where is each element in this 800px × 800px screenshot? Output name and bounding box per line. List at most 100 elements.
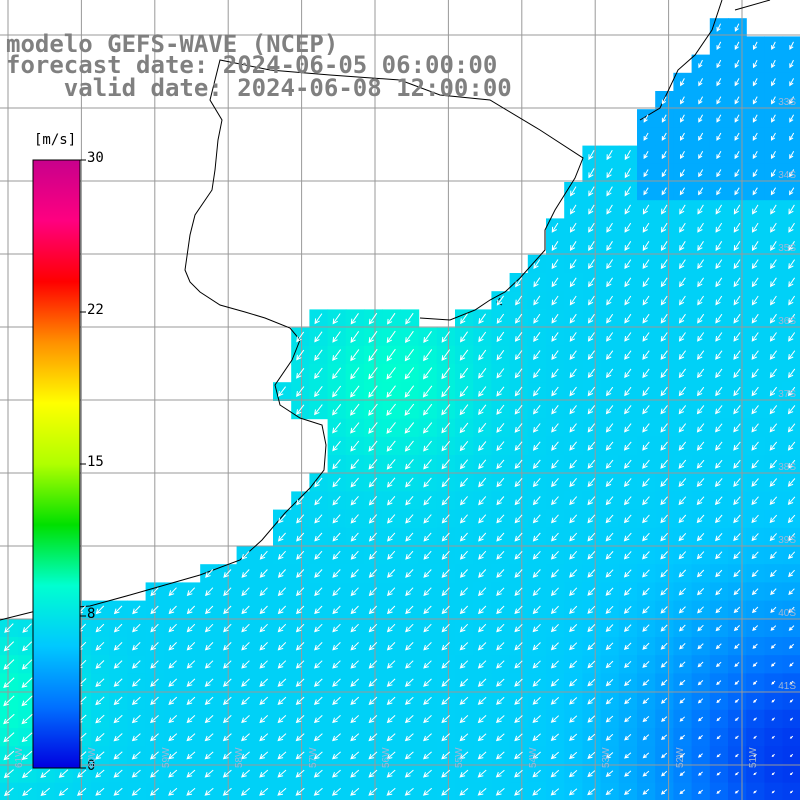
wind-arrow	[550, 550, 559, 560]
wind-arrow	[642, 569, 650, 578]
wind-arrow	[715, 661, 722, 668]
wind-arrow	[550, 660, 559, 669]
wind-arrow	[696, 496, 705, 506]
wind-arrow	[368, 514, 378, 524]
wind-arrow	[514, 769, 523, 778]
wind-arrow	[514, 569, 523, 578]
wind-arrow	[386, 715, 396, 724]
wind-arrow	[788, 313, 796, 324]
wind-arrow	[698, 132, 704, 141]
latitude-label: 41S	[778, 681, 796, 692]
wind-arrow	[715, 569, 723, 578]
wind-arrow	[624, 697, 632, 705]
wind-arrow	[368, 459, 378, 470]
wind-arrow	[715, 332, 723, 342]
wind-arrow	[168, 696, 178, 706]
wind-arrow	[788, 643, 795, 649]
longitude-label: 59W	[160, 747, 172, 768]
longitude-label: 61W	[14, 747, 25, 768]
wind-arrow	[696, 514, 705, 524]
wind-arrow	[350, 605, 359, 615]
wind-arrow	[733, 204, 741, 215]
wind-arrow	[186, 715, 196, 724]
wind-arrow	[77, 769, 87, 778]
wind-arrow	[623, 459, 632, 469]
wind-arrow	[753, 772, 757, 776]
wind-arrow	[752, 680, 758, 685]
wind-arrow	[587, 642, 596, 651]
wind-arrow	[605, 551, 614, 560]
wind-arrow	[788, 222, 795, 233]
wind-arrow	[550, 569, 559, 578]
wind-arrow	[716, 23, 722, 32]
wind-arrow	[660, 405, 668, 415]
wind-arrow	[624, 259, 632, 270]
wind-arrow	[441, 477, 450, 488]
title-model: modelo GEFS-WAVE (NCEP)	[6, 30, 339, 58]
wind-arrow	[295, 715, 305, 724]
wind-arrow	[459, 349, 469, 361]
wind-arrow	[679, 789, 686, 795]
wind-arrow	[733, 533, 741, 542]
wind-arrow	[605, 478, 614, 488]
wind-arrow	[477, 751, 487, 760]
wind-arrow	[314, 385, 323, 398]
wind-arrow	[132, 642, 141, 651]
wind-arrow	[605, 788, 614, 796]
wind-arrow	[386, 642, 396, 651]
wind-arrow	[459, 678, 469, 687]
wind-arrow	[733, 222, 741, 233]
wind-arrow	[533, 259, 541, 270]
wind-arrow	[624, 386, 632, 397]
wind-arrow	[368, 715, 378, 724]
wind-arrow	[459, 477, 469, 488]
wind-arrow	[386, 605, 396, 615]
wind-arrow	[113, 623, 123, 633]
wind-arrow	[241, 678, 250, 687]
colorbar-tick-label: 22	[87, 302, 104, 318]
wind-arrow	[769, 551, 777, 560]
wind-arrow	[642, 551, 650, 560]
wind-arrow	[551, 532, 559, 542]
wind-arrow	[350, 569, 359, 578]
wind-arrow	[751, 222, 759, 233]
wind-arrow	[314, 349, 323, 361]
wind-arrow	[789, 169, 795, 178]
wind-arrow	[240, 787, 251, 796]
wind-arrow	[733, 569, 741, 578]
wind-arrow	[277, 532, 286, 542]
wind-arrow	[752, 114, 758, 123]
wind-arrow	[605, 679, 614, 687]
wind-arrow	[735, 753, 739, 758]
wind-arrow	[332, 569, 341, 578]
wind-arrow	[661, 204, 668, 215]
wind-arrow	[150, 623, 159, 633]
wind-arrow	[350, 787, 360, 796]
wind-arrow	[678, 313, 686, 324]
wind-arrow	[606, 222, 613, 233]
wind-arrow	[570, 186, 577, 197]
wind-arrow	[296, 496, 305, 506]
wind-arrow	[569, 295, 577, 306]
wind-arrow	[204, 623, 214, 633]
wind-arrow	[569, 313, 577, 324]
wind-arrow	[150, 642, 159, 651]
wind-vectors	[3, 23, 796, 797]
wind-arrow	[770, 643, 776, 649]
wind-arrow	[332, 532, 341, 542]
wind-arrow	[150, 696, 159, 706]
wind-arrow	[277, 733, 287, 742]
wind-arrow	[386, 678, 396, 687]
wind-arrow	[734, 114, 740, 123]
wind-arrow	[642, 386, 650, 397]
wind-arrow	[734, 717, 739, 722]
wind-arrow	[222, 769, 232, 778]
wind-arrow	[259, 751, 269, 760]
wind-arrow	[514, 532, 523, 542]
wind-arrow	[679, 241, 686, 251]
wind-arrow	[771, 680, 776, 685]
wind-arrow	[716, 789, 721, 794]
wind-arrow	[660, 441, 668, 451]
wind-arrow	[660, 606, 668, 614]
wind-arrow	[496, 514, 505, 524]
